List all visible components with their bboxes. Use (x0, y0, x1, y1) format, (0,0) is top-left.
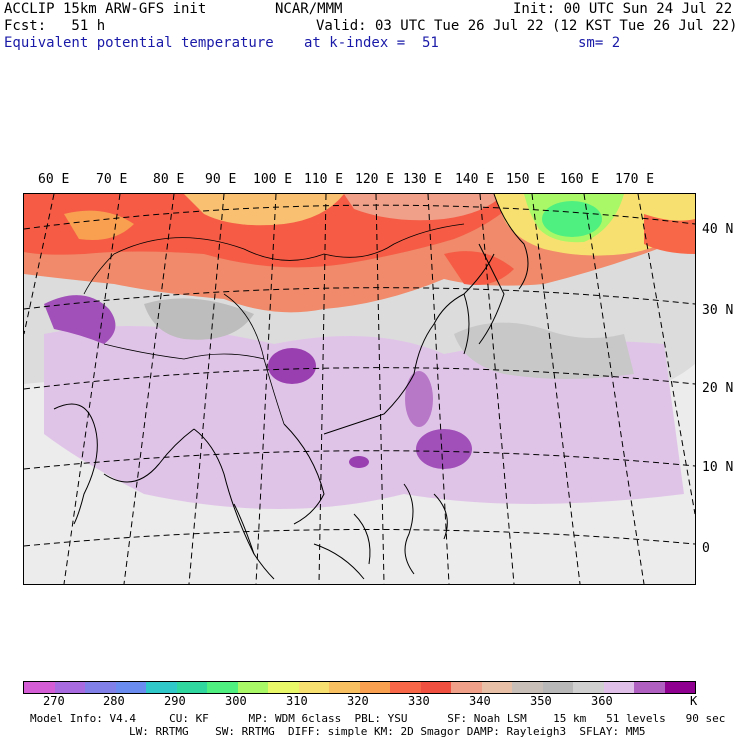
colorbar-cell (146, 682, 177, 693)
init-time: Init: 00 UTC Sun 24 Jul 22 (513, 1, 733, 17)
lon-label-80e: 80 E (153, 172, 185, 187)
colorbar-cell (390, 682, 421, 693)
colorbar-label-340: 340 (469, 694, 491, 708)
colorbar-cell (451, 682, 482, 693)
forecast-hour: Fcst: 51 h (4, 18, 106, 34)
lat-label-10n: 10 N (702, 460, 734, 475)
model-info-line1: Model Info: V4.4 CU: KF MP: WDM 6class P… (30, 712, 726, 725)
colorbar-cell (207, 682, 238, 693)
valid-time: Valid: 03 UTC Tue 26 Jul 22 (12 KST Tue … (316, 18, 738, 34)
level-text: at k-index = 51 (304, 35, 439, 51)
colorbar-cell (237, 682, 268, 693)
colorbar-cell (420, 682, 451, 693)
field-name: Equivalent potential temperature (4, 35, 274, 51)
colorbar-cell (176, 682, 207, 693)
colorbar-cell (481, 682, 512, 693)
lon-label-60e: 60 E (38, 172, 70, 187)
lon-label-160e: 160 E (560, 172, 600, 187)
center-label: NCAR/MMM (275, 1, 343, 17)
lon-label-100e: 100 E (253, 172, 293, 187)
colorbar-label-280: 280 (103, 694, 125, 708)
colorbar (23, 681, 696, 694)
lat-label-30n: 30 N (702, 303, 734, 318)
colorbar-cell (115, 682, 146, 693)
lon-label-70e: 70 E (96, 172, 128, 187)
lat-label-20n: 20 N (702, 381, 734, 396)
colorbar-label-310: 310 (286, 694, 308, 708)
colorbar-cell (512, 682, 543, 693)
colorbar-cell (634, 682, 665, 693)
product-title: ACCLIP 15km ARW-GFS init (4, 1, 207, 17)
colorbar-label-360: 360 (591, 694, 613, 708)
colorbar-cell (603, 682, 634, 693)
colorbar-cell (329, 682, 360, 693)
colorbar-label-350: 350 (530, 694, 552, 708)
lon-label-90e: 90 E (205, 172, 237, 187)
colorbar-label-330: 330 (408, 694, 430, 708)
graticule (24, 194, 695, 584)
colorbar-label-300: 300 (225, 694, 247, 708)
country-borders (83, 223, 465, 425)
colorbar-cell (54, 682, 85, 693)
colorbar-cell (542, 682, 573, 693)
colorbar-cell (573, 682, 604, 693)
map-panel (23, 193, 696, 585)
colorbar-label-290: 290 (164, 694, 186, 708)
theta-e-field-map (24, 194, 695, 584)
lon-label-120e: 120 E (355, 172, 395, 187)
smoothing-text: sm= 2 (578, 35, 621, 51)
colorbar-cell (359, 682, 390, 693)
colorbar-label-270: 270 (43, 694, 65, 708)
lon-label-170e: 170 E (615, 172, 655, 187)
model-info-line2: LW: RRTMG SW: RRTMG DIFF: simple KM: 2D … (129, 725, 646, 738)
lon-label-130e: 130 E (403, 172, 443, 187)
lon-label-150e: 150 E (506, 172, 546, 187)
lat-label-0: 0 (702, 541, 710, 556)
colorbar-cell (298, 682, 329, 693)
colorbar-cell (664, 682, 695, 693)
colorbar-cell (268, 682, 299, 693)
lon-label-110e: 110 E (304, 172, 344, 187)
colorbar-cell (85, 682, 116, 693)
coastlines (53, 194, 529, 580)
lat-label-40n: 40 N (702, 222, 734, 237)
colorbar-label-320: 320 (347, 694, 369, 708)
lon-label-140e: 140 E (455, 172, 495, 187)
colorbar-cell (24, 682, 55, 693)
colorbar-unit-label: K (690, 694, 698, 708)
